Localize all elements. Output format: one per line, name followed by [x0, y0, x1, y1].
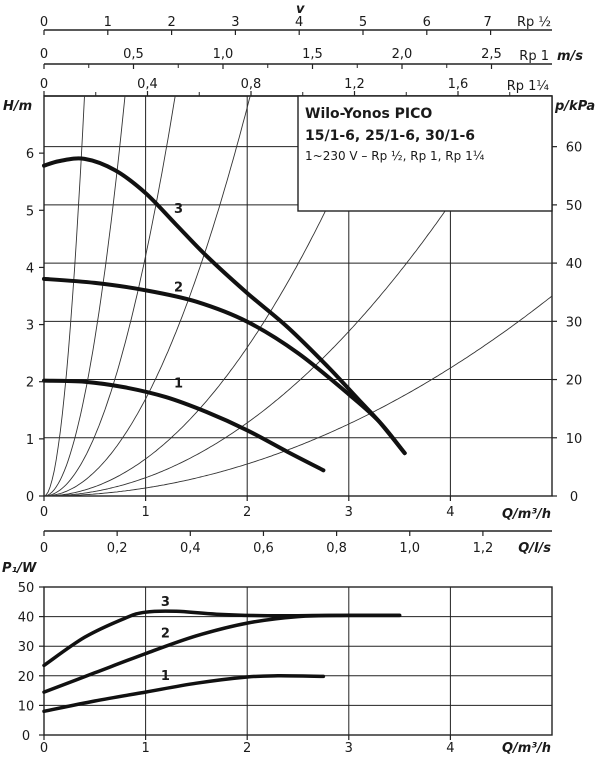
ls-tick-label: 1,2 [473, 541, 494, 556]
ls-tick-label: 1,0 [399, 541, 420, 556]
power-tick-label: 20 [18, 670, 35, 685]
head-axis-label: H/m [3, 99, 32, 114]
pressure-tick-label: 30 [566, 315, 583, 330]
power-tick-label: 40 [18, 611, 35, 626]
power-tick-label: 30 [18, 640, 35, 655]
power-curve-label-3: 3 [161, 595, 170, 610]
scale-tick-label: 2,5 [481, 47, 502, 62]
flow-tick-label-lower: 2 [243, 741, 251, 756]
ms-scale-title: m/s [557, 49, 583, 64]
head-curve-speed-1 [42, 378, 326, 473]
power-axis-label: P₁/W [2, 561, 37, 576]
power-curve-label-2: 2 [161, 626, 170, 641]
ls-tick-label: 0,6 [253, 541, 274, 556]
power-chart: 3 2 1 0 10 20 30 40 50 0 1 2 3 4 P₁/W Q/m³/h [2, 561, 553, 756]
pressure-tick-label: 40 [566, 257, 583, 272]
scale-tick-label: 1,2 [344, 77, 365, 92]
system-curve [43, 95, 126, 497]
legend-box: Wilo-Yonos PICO 15/1-6, 25/1-6, 30/1-6 1… [297, 95, 553, 212]
v-scale-unit: Rp ½ [517, 15, 551, 30]
flow-tick-label-upper: 4 [446, 505, 454, 520]
pressure-axis-label: p/kPa [554, 99, 595, 114]
flow-tick-label-upper: 3 [345, 505, 353, 520]
flow-tick-label-upper: 2 [243, 505, 251, 520]
velocity-scales: v 0 1 2 3 4 5 6 7 Rp ½ 0 0,5 1,0 1,5 2,0 2,5 m/s Rp … [40, 2, 583, 97]
head-curve-speed-2 [42, 276, 407, 456]
system-curve [43, 95, 176, 497]
flow-tick-label-lower: 0 [40, 741, 48, 756]
system-curve [44, 95, 378, 497]
power-curve-speed-2 [42, 613, 402, 694]
pressure-tick-label: 10 [566, 432, 583, 447]
flow-tick-label-upper: 0 [40, 505, 48, 520]
legend-title-line2: 15/1-6, 25/1-6, 30/1-6 [305, 128, 475, 144]
scale-tick-label: 1 [104, 15, 112, 30]
scale-tick-label: 0,8 [241, 77, 262, 92]
head-tick-label: 3 [26, 319, 34, 334]
scale-tick-label: 1,0 [213, 47, 234, 62]
scale-tick-label: 0 [40, 47, 48, 62]
scale-tick-label: 7 [483, 15, 491, 30]
power-plot-frame [43, 586, 553, 736]
pressure-tick-label: 50 [566, 199, 583, 214]
scale-tick-label: 1,5 [302, 47, 323, 62]
ls-tick-label: 0 [40, 541, 48, 556]
rp114-scale-unit: Rp 1¼ [507, 79, 550, 94]
head-tick-label: 4 [26, 261, 34, 276]
flow-axis-label-lower: Q/m³/h [502, 741, 551, 756]
system-curve [44, 295, 553, 497]
scale-tick-label: 5 [359, 15, 367, 30]
scale-tick-label: 6 [423, 15, 431, 30]
flow-tick-label-lower: 3 [345, 741, 353, 756]
power-curve-speed-1 [42, 674, 326, 714]
flow-tick-label-upper: 1 [141, 505, 149, 520]
scale-tick-label: 1,6 [448, 77, 469, 92]
head-tick-label: 6 [26, 147, 34, 162]
head-curve-label-2: 2 [174, 280, 183, 295]
scale-tick-label: 0 [40, 77, 48, 92]
ls-scale-title: Q/l/s [518, 541, 551, 556]
head-tick-label: 1 [26, 433, 34, 448]
scale-tick-label: 2,0 [392, 47, 413, 62]
head-curve-label-1: 1 [174, 376, 183, 391]
legend-subtitle: 1~230 V – Rp ½, Rp 1, Rp 1¼ [305, 149, 485, 163]
head-curve-speed-3 [42, 156, 407, 456]
power-tick-label: 0 [22, 729, 30, 744]
pressure-tick-label: 60 [566, 141, 583, 156]
ls-tick-label: 0,2 [107, 541, 128, 556]
power-tick-label: 50 [18, 581, 35, 596]
power-tick-label: 10 [18, 699, 35, 714]
flow-tick-label-lower: 4 [446, 741, 454, 756]
legend-frame [297, 95, 553, 212]
ms-scale-unit: Rp 1 [519, 49, 549, 64]
flow-axis-label-upper: Q/m³/h [502, 507, 551, 522]
system-curve [44, 95, 520, 497]
ls-tick-label: 0,4 [180, 541, 201, 556]
scale-tick-label: 0,5 [123, 47, 144, 62]
head-curve-label-3: 3 [174, 202, 183, 217]
head-tick-label: 5 [26, 204, 34, 219]
v-scale-title: v [296, 2, 305, 17]
system-curve [43, 95, 85, 497]
power-curve-speed-3 [42, 609, 402, 668]
head-tick-label: 2 [26, 376, 34, 391]
flow-ls-scale: 0 0,2 0,4 0,6 0,8 1,0 1,2 Q/l/s [40, 530, 552, 556]
system-curve [44, 95, 251, 497]
power-curve-label-1: 1 [161, 669, 170, 684]
scale-tick-label: 0,4 [137, 77, 158, 92]
scale-tick-label: 3 [231, 15, 239, 30]
head-tick-label: 0 [26, 490, 34, 505]
pressure-tick-label: 0 [570, 490, 578, 505]
scale-tick-label: 0 [40, 15, 48, 30]
ls-tick-label: 0,8 [326, 541, 347, 556]
pressure-tick-label: 20 [566, 374, 583, 389]
flow-tick-label-lower: 1 [141, 741, 149, 756]
scale-tick-label: 2 [167, 15, 175, 30]
scale-tick-label: 4 [295, 15, 303, 30]
legend-title-line1: Wilo-Yonos PICO [305, 106, 432, 122]
